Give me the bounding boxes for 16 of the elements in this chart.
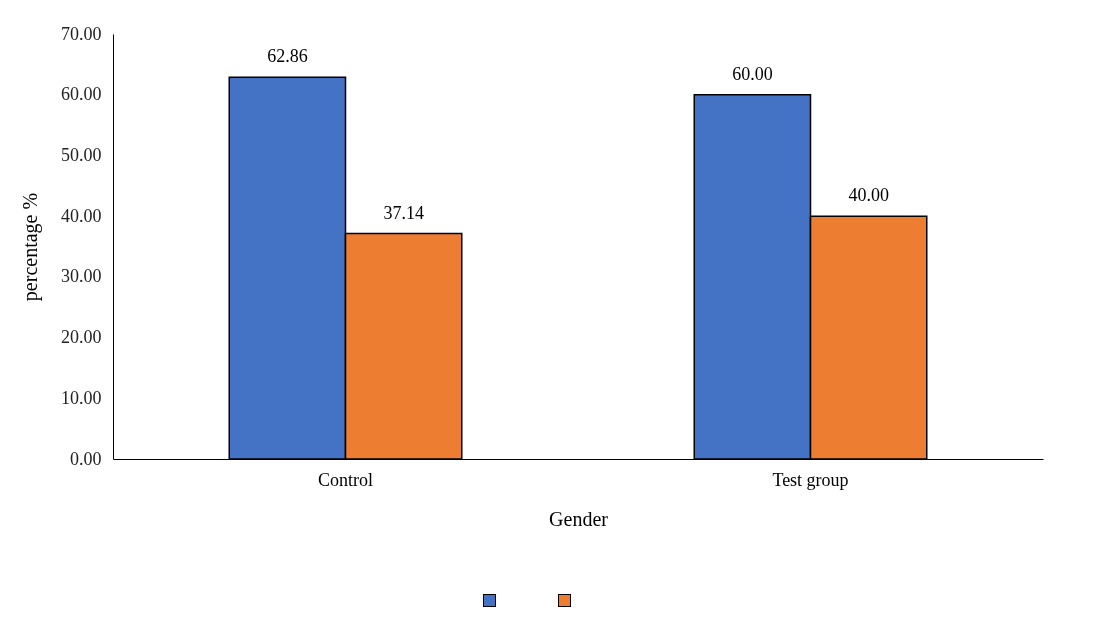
y-tick-label: 50.00 (61, 144, 102, 165)
data-label: 62.86 (267, 46, 308, 67)
data-label: 40.00 (848, 185, 889, 206)
y-tick-label: 40.00 (61, 205, 102, 226)
y-tick-label: 20.00 (61, 327, 102, 348)
x-axis-title: Gender (549, 507, 609, 530)
y-tick-label: 60.00 (61, 84, 102, 105)
x-tick-label: Control (317, 469, 374, 490)
x-tick-label: Test group (772, 469, 849, 490)
data-label: 37.14 (383, 202, 424, 223)
y-tick-label: 70.00 (61, 23, 102, 44)
y-tick-label: 0.00 (70, 448, 102, 469)
data-label: 60.00 (732, 63, 773, 84)
y-tick-label: 10.00 (61, 387, 102, 408)
y-axis-title: percentage % (19, 192, 42, 302)
y-tick-label: 30.00 (61, 266, 102, 287)
